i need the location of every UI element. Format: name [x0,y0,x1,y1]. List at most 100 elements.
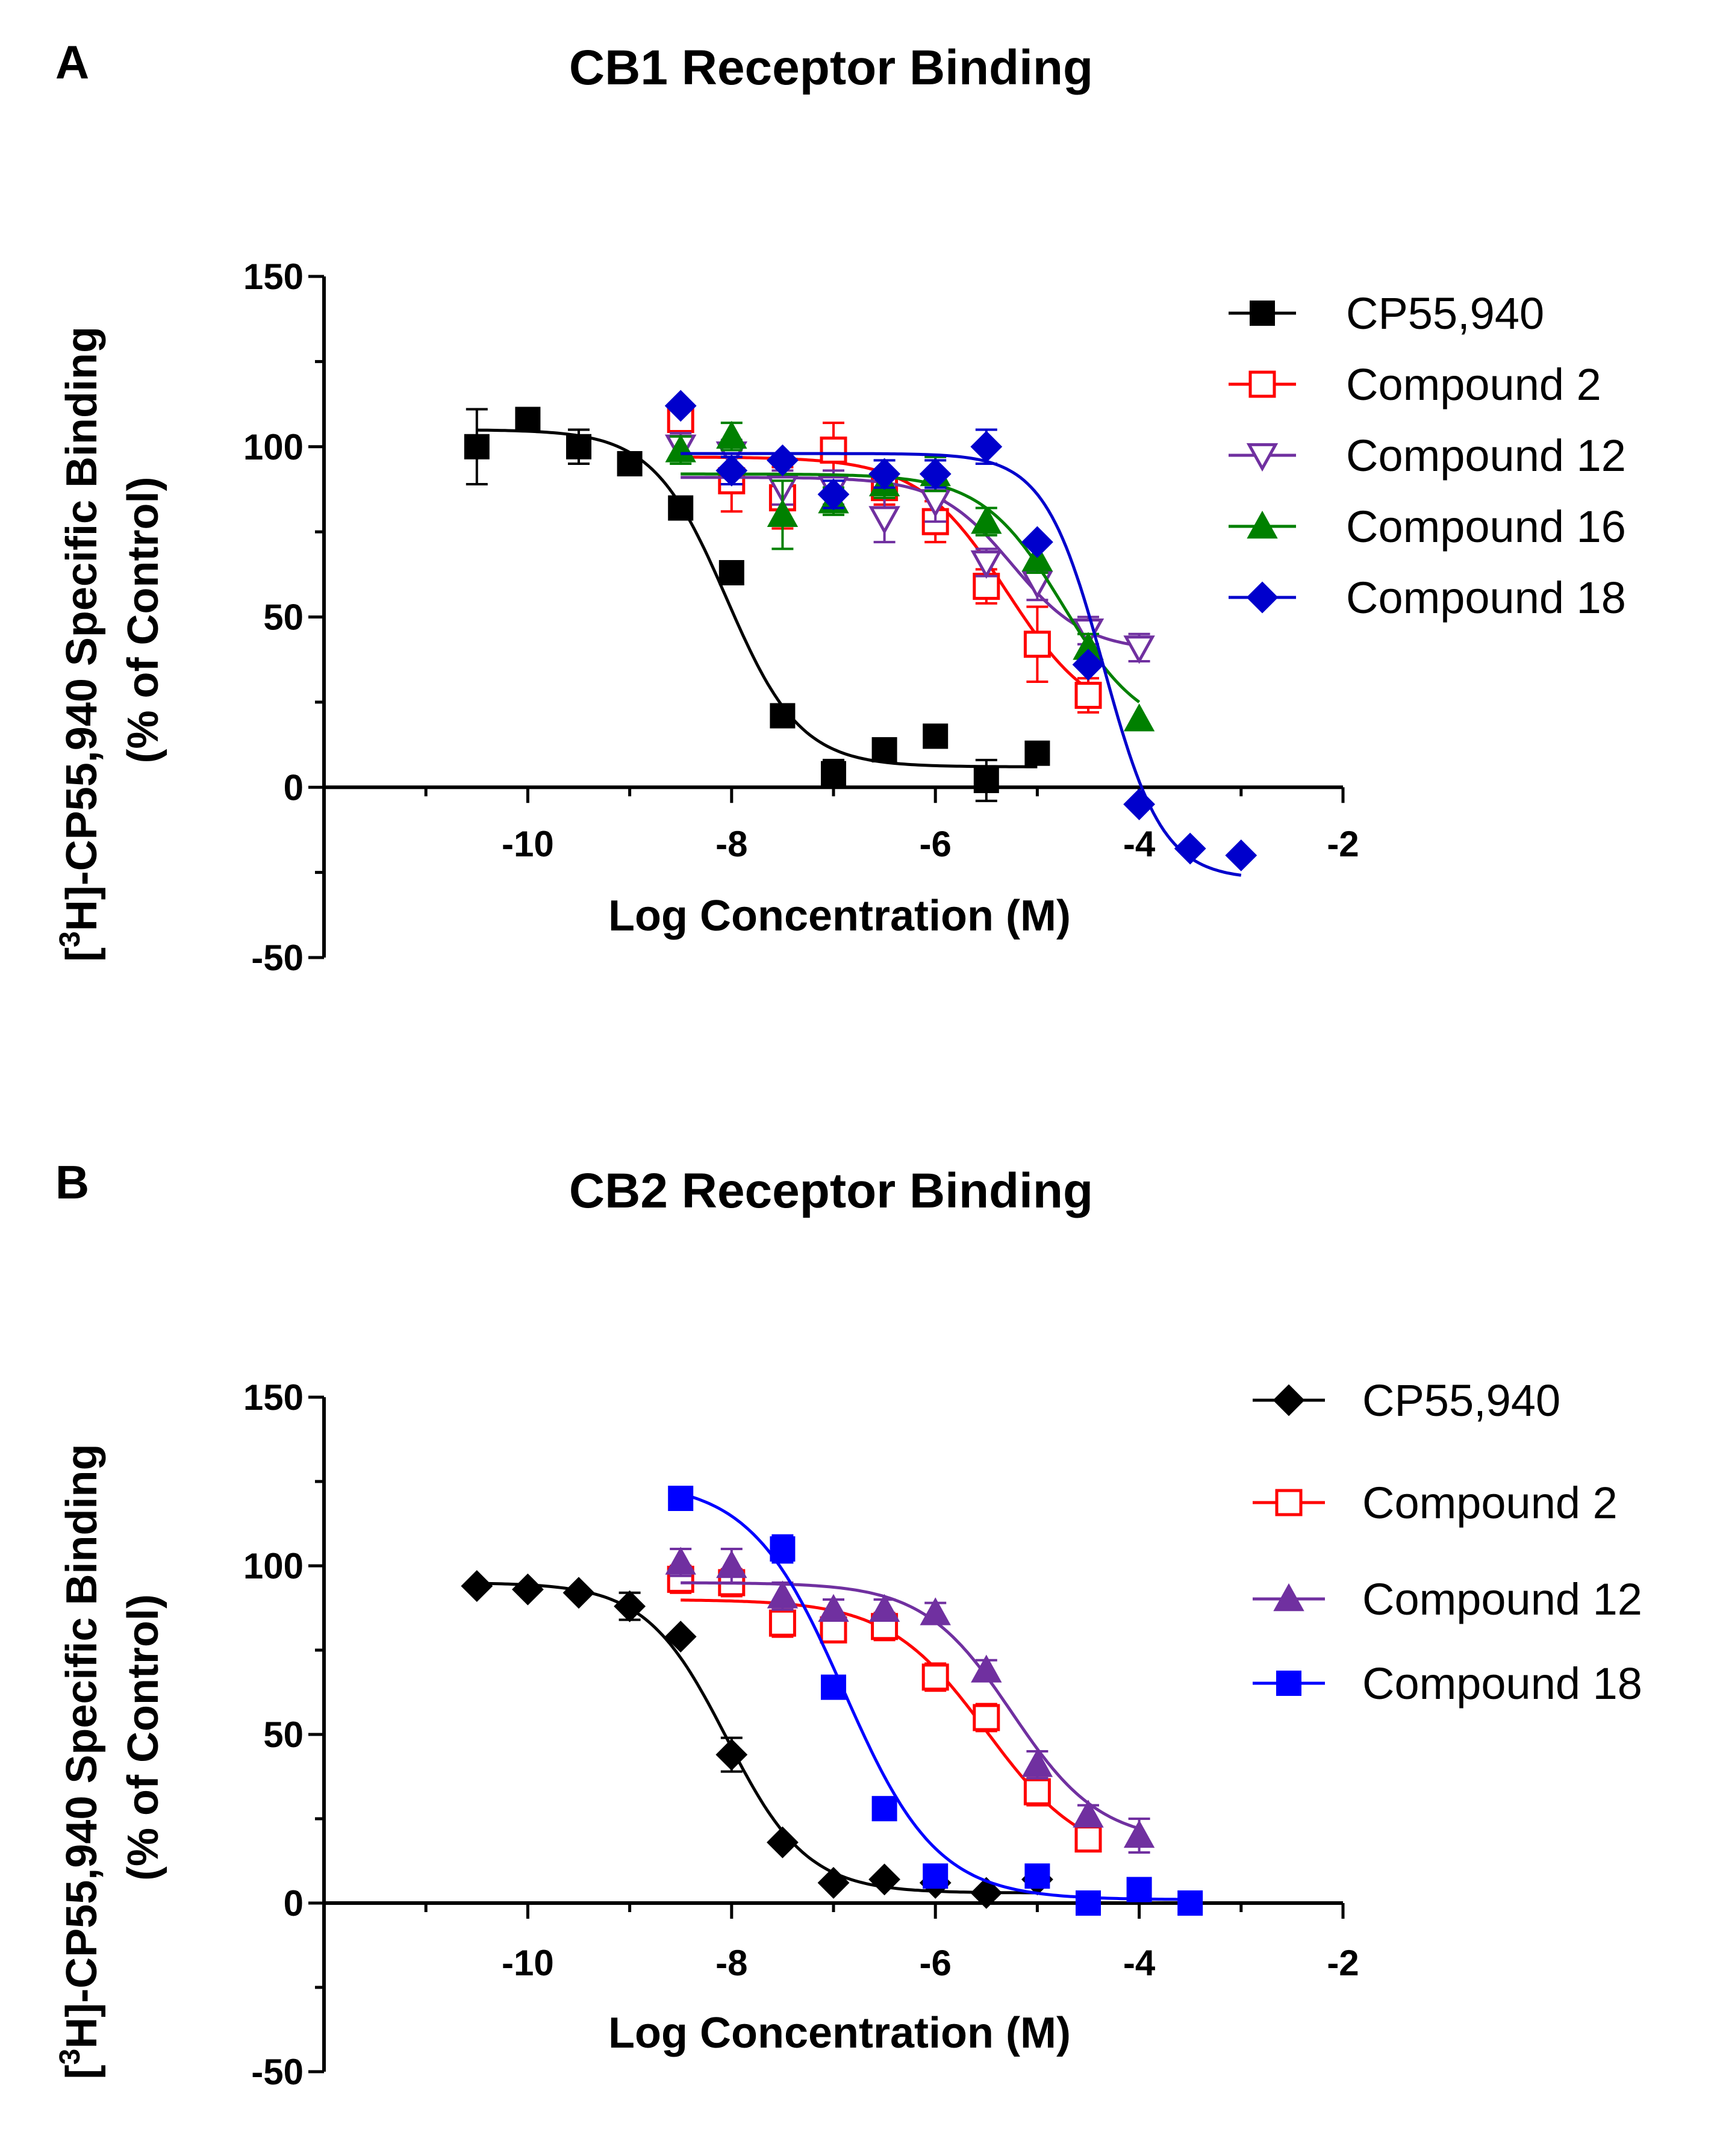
series-compound-18 [668,1486,1203,1916]
y-tick-label: -50 [251,938,304,978]
legend-marker [1250,301,1275,326]
x-tick-label: -8 [715,824,747,864]
x-tick-label: -2 [1327,1943,1359,1983]
data-point [923,723,949,749]
data-point [515,407,541,432]
data-point [718,559,744,585]
legend-item: Compound 18 [1229,573,1626,623]
data-point [817,1866,850,1899]
legend-marker [1273,1384,1305,1416]
data-point [664,390,697,422]
y-axis-label-text: H]-CP55,940 Specific Binding [58,326,106,931]
data-point [1023,631,1051,658]
data-point [1073,1799,1104,1828]
data-point [566,434,591,460]
chart-title: CB2 Receptor Binding [569,1164,1093,1218]
data-point [464,434,490,460]
data-point [1123,788,1156,820]
data-point [820,436,847,464]
legend-item: Compound 2 [1229,360,1601,410]
data-point [923,1863,949,1889]
panel-a-cb1: A CB1 Receptor Binding -50 0 50 100 150 -10 -8 -6… [54,36,1626,978]
y-tick-label: 100 [243,1546,304,1586]
y-axis-label-text: H]-CP55,940 Specific Binding [58,1444,106,2049]
data-point [871,1796,897,1822]
data-point [617,451,643,477]
legend-marker [1248,370,1276,398]
legend-label: CP55,940 [1362,1376,1560,1425]
data-point [766,444,799,476]
data-point [820,1616,847,1643]
y-axis-label: [3H]-CP55,940 Specific Binding [54,326,106,962]
chart-title: CB1 Receptor Binding [569,40,1093,95]
x-tick-label: -4 [1123,1943,1156,1983]
y-axis-label-line2: (% of Control) [119,1594,167,1881]
data-point [1123,1819,1155,1848]
x-tick-label: -10 [502,1943,554,1983]
data-point [1074,682,1102,709]
data-point [1074,1825,1102,1853]
series-compound-2 [667,401,1102,714]
data-point [1021,526,1053,558]
data-point [821,761,846,787]
legend-item: Compound 12 [1253,1574,1642,1624]
fit-curve [681,1581,1140,1830]
panel-label: A [55,36,89,89]
data-point [511,1573,544,1606]
y-tick-label: 0 [284,1883,304,1924]
data-point [768,1609,796,1637]
data-point [821,1674,846,1700]
y-tick-label: 50 [263,1715,304,1755]
y-axis-label-bracket: [ [58,947,106,962]
legend-label: Compound 2 [1346,360,1601,410]
y-tick-label: 100 [243,427,304,467]
y-tick-label: 50 [263,597,304,638]
fit-curve [681,476,1139,647]
data-point [461,1570,493,1603]
x-tick-label: -6 [920,1943,952,1983]
data-point [1072,649,1105,681]
data-point [970,1877,1003,1909]
x-tick-label: -6 [920,824,952,864]
data-point [1225,839,1257,871]
x-tick-label: -4 [1123,824,1156,864]
x-axis-label: Log Concentration (M) [608,892,1071,940]
data-point [1023,1778,1051,1805]
data-point [665,434,696,463]
legend-label: Compound 2 [1362,1478,1618,1528]
x-tick-label: -2 [1327,824,1359,864]
data-point [1076,1890,1101,1916]
y-axis-label-bracket: [ [58,2064,106,2079]
data-point [1126,1877,1152,1902]
data-point [716,420,747,449]
legend-item: Compound 2 [1253,1478,1618,1528]
data-point [766,1826,799,1858]
legend-label: Compound 16 [1346,502,1626,552]
data-point [1123,703,1155,732]
legend-item: Compound 16 [1229,502,1626,552]
legend-item: CP55,940 [1229,288,1544,338]
data-point [971,506,1002,534]
data-point [767,499,799,528]
legend-item: Compound 18 [1253,1659,1642,1709]
data-point [716,1550,747,1578]
series-cp55-940 [464,407,1050,802]
legend-marker [1276,1671,1301,1696]
data-point [1174,832,1206,865]
data-point [715,1739,748,1771]
series-compound-12 [665,1547,1155,1854]
data-point [767,1580,799,1609]
legend-label: Compound 12 [1346,431,1626,481]
data-point [970,431,1003,463]
data-point [668,495,694,521]
data-point [1024,1863,1050,1889]
data-point [973,767,999,793]
panel-label: B [55,1156,89,1209]
data-point [921,1663,949,1691]
legend-label: Compound 12 [1362,1574,1642,1624]
data-point [919,458,952,490]
legend-marker [1246,443,1279,472]
legend-label: Compound 18 [1362,1659,1642,1709]
